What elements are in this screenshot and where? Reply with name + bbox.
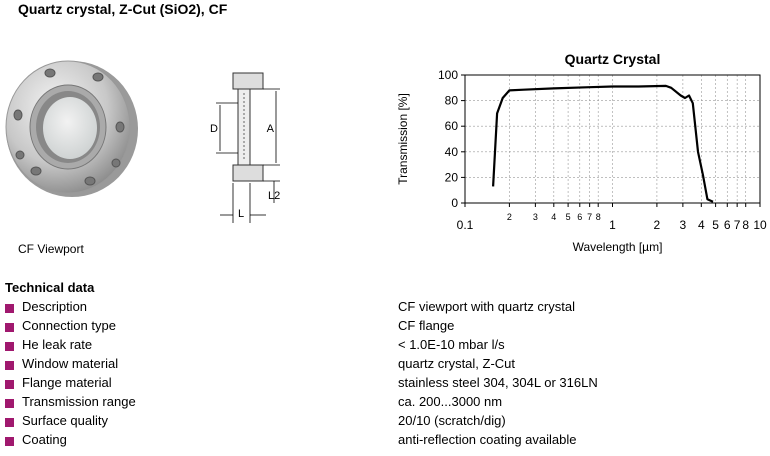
- x-axis-label: Wavelength [µm]: [573, 240, 663, 254]
- bullet: [5, 323, 14, 332]
- bullet: [5, 304, 14, 313]
- row-value: stainless steel 304, 304L or 316LN: [398, 375, 598, 390]
- y-axis-label: Transmission [%]: [396, 93, 410, 185]
- bullet: [5, 342, 14, 351]
- y-tick-label: 80: [445, 94, 459, 108]
- table-row: Transmission range ca. 200...3000 nm: [0, 394, 770, 413]
- flange-image: [5, 60, 138, 197]
- row-label: He leak rate: [22, 337, 93, 352]
- section-title: Technical data: [5, 280, 95, 295]
- x-tick-label: 5: [566, 212, 571, 222]
- dimension-label: D: [210, 123, 218, 135]
- data-line: [492, 84, 714, 203]
- row-value: 20/10 (scratch/dig): [398, 413, 506, 428]
- dimension-label: L: [238, 208, 244, 220]
- table-row: He leak rate < 1.0E-10 mbar l/s: [0, 337, 770, 356]
- x-tick-label: 2: [507, 212, 512, 222]
- table-row: Coating anti-reflection coating available: [0, 432, 770, 451]
- x-tick-label: 4: [551, 212, 556, 222]
- image-caption: CF Viewport: [18, 242, 84, 256]
- plot-frame: [464, 74, 761, 204]
- row-value: CF viewport with quartz crystal: [398, 299, 575, 314]
- x-tick-label: 7: [587, 212, 592, 222]
- row-value: anti-reflection coating available: [398, 432, 577, 447]
- x-tick-label: 8: [596, 212, 601, 222]
- x-tick-label: 8: [742, 218, 749, 232]
- x-tick-label: 0.1: [457, 218, 474, 232]
- y-tick-label: 100: [438, 68, 458, 82]
- cross-section-drawing: D A L L2: [210, 72, 280, 223]
- chart-title: Quartz Crystal: [565, 51, 661, 67]
- x-tick-label: 10: [753, 218, 767, 232]
- x-tick-label: 3: [680, 218, 687, 232]
- row-label: Coating: [22, 432, 67, 447]
- row-label: Description: [22, 299, 88, 314]
- row-value: < 1.0E-10 mbar l/s: [398, 337, 505, 352]
- y-tick-label: 0: [451, 196, 458, 210]
- row-label: Transmission range: [22, 394, 136, 409]
- row-value: ca. 200...3000 nm: [398, 394, 503, 409]
- page-title: Quartz crystal, Z-Cut (SiO2), CF: [18, 1, 228, 17]
- row-value: quartz crystal, Z-Cut: [398, 356, 516, 371]
- bullet: [5, 437, 14, 446]
- x-tick-label: 3: [533, 212, 538, 222]
- y-tick-label: 60: [445, 119, 459, 133]
- row-label: Flange material: [22, 375, 112, 390]
- bullet: [5, 380, 14, 389]
- row-value: CF flange: [398, 318, 455, 333]
- y-tick-label: 40: [445, 145, 459, 159]
- table-row: Surface quality 20/10 (scratch/dig): [0, 413, 770, 432]
- x-tick-label: 2: [654, 218, 661, 232]
- table-row: Window material quartz crystal, Z-Cut: [0, 356, 770, 375]
- dimension-label: L2: [268, 190, 280, 202]
- x-tick-label: 1: [609, 218, 616, 232]
- bullet: [5, 418, 14, 427]
- row-label: Window material: [22, 356, 119, 371]
- y-tick-label: 20: [445, 170, 459, 184]
- x-tick-label: 6: [724, 218, 731, 232]
- table-row: Description CF viewport with quartz cryst…: [0, 299, 770, 318]
- x-tick-label: 7: [734, 218, 741, 232]
- x-tick-label: 5: [712, 218, 719, 232]
- bullet: [5, 399, 14, 408]
- x-tick-label: 6: [577, 212, 582, 222]
- dimension-label: A: [267, 123, 275, 135]
- row-label: Connection type: [22, 318, 116, 333]
- table-row: Flange material stainless steel 304, 304L…: [0, 375, 770, 394]
- table-row: Connection type CF flange: [0, 318, 770, 337]
- bullet: [5, 361, 14, 370]
- x-tick-label: 4: [698, 218, 705, 232]
- row-label: Surface quality: [22, 413, 108, 428]
